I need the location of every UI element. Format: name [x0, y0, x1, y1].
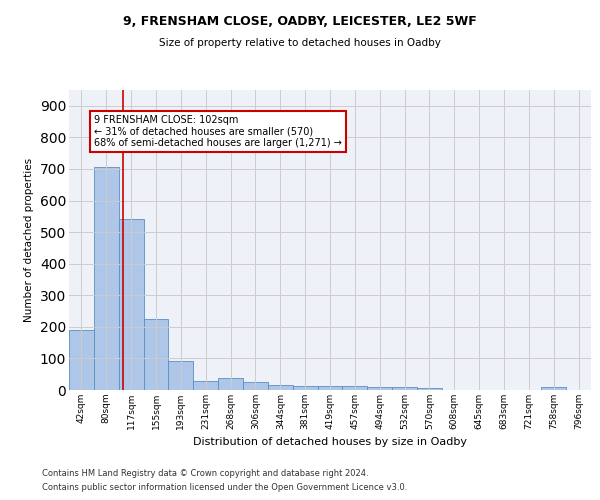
Bar: [293, 386, 317, 390]
Bar: [94, 166, 119, 390]
Bar: [69, 330, 94, 390]
Bar: [268, 385, 293, 390]
Bar: [143, 319, 169, 390]
X-axis label: Distribution of detached houses by size in Oadby: Distribution of detached houses by size …: [193, 438, 467, 448]
Text: Size of property relative to detached houses in Oadby: Size of property relative to detached ho…: [159, 38, 441, 48]
Bar: [541, 387, 566, 390]
Bar: [243, 382, 268, 390]
Text: Contains public sector information licensed under the Open Government Licence v3: Contains public sector information licen…: [42, 484, 407, 492]
Text: 9 FRENSHAM CLOSE: 102sqm
← 31% of detached houses are smaller (570)
68% of semi-: 9 FRENSHAM CLOSE: 102sqm ← 31% of detach…: [94, 116, 342, 148]
Text: 9, FRENSHAM CLOSE, OADBY, LEICESTER, LE2 5WF: 9, FRENSHAM CLOSE, OADBY, LEICESTER, LE2…: [123, 15, 477, 28]
Bar: [343, 386, 367, 390]
Y-axis label: Number of detached properties: Number of detached properties: [24, 158, 34, 322]
Bar: [417, 388, 442, 390]
Bar: [169, 362, 193, 390]
Bar: [218, 378, 243, 390]
Bar: [193, 381, 218, 390]
Text: Contains HM Land Registry data © Crown copyright and database right 2024.: Contains HM Land Registry data © Crown c…: [42, 468, 368, 477]
Bar: [317, 386, 343, 390]
Bar: [119, 220, 143, 390]
Bar: [392, 387, 417, 390]
Bar: [367, 387, 392, 390]
